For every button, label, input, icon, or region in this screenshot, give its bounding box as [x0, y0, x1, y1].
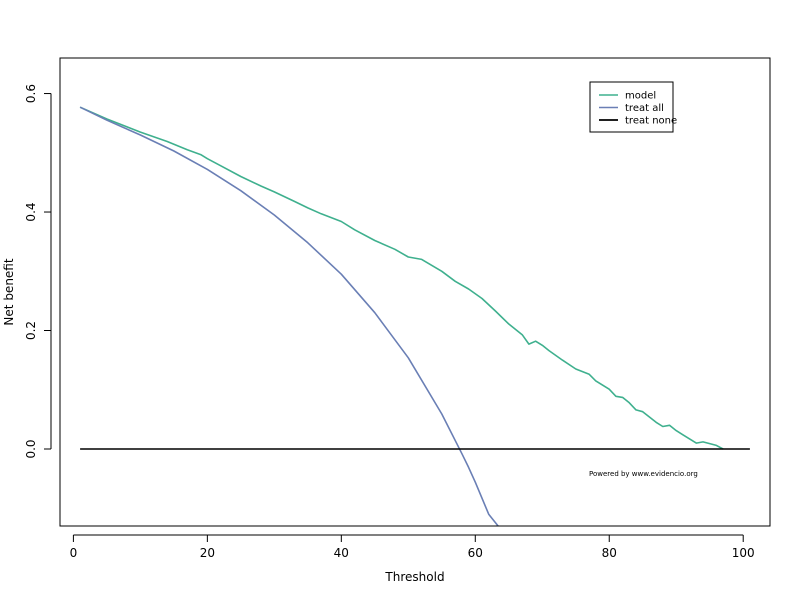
x-tick-label: 80: [602, 546, 617, 560]
credit-annotation: Powered by www.evidencio.org: [589, 470, 698, 478]
y-tick-label: 0.4: [24, 202, 38, 221]
x-tick-label: 100: [732, 546, 755, 560]
x-tick-label: 40: [334, 546, 349, 560]
x-tick-label: 60: [468, 546, 483, 560]
plot-frame: [59, 57, 771, 527]
y-tick-label: 0.0: [24, 439, 38, 458]
y-tick-label: 0.6: [24, 84, 38, 103]
legend-label-model: model: [625, 91, 656, 102]
series-line-model: [79, 106, 724, 450]
legend-label-treat-none: treat none: [625, 116, 677, 127]
y-tick-label: 0.2: [24, 321, 38, 340]
x-tick-label: 20: [200, 546, 215, 560]
axis-layer: 0 20 40 60 80 100 0.0 0.2 0.4 0.6: [24, 84, 755, 560]
y-axis-title: Net benefit: [2, 258, 16, 325]
legend-label-treat-all: treat all: [625, 103, 664, 114]
series-line-treat-all: [79, 106, 499, 526]
x-tick-label: 0: [70, 546, 78, 560]
series-layer: [79, 106, 750, 526]
x-axis-title: Threshold: [384, 570, 444, 584]
